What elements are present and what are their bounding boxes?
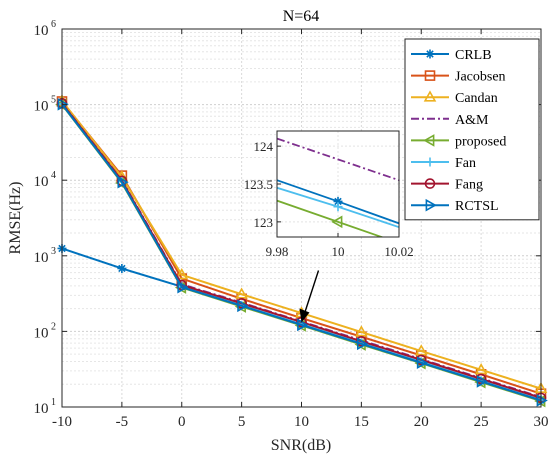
inset-x-tick-label: 10: [332, 244, 345, 259]
legend-marker: [424, 70, 436, 81]
data-point: [356, 335, 367, 347]
legend-entry: A&M: [411, 113, 489, 128]
legend-entry: proposed: [411, 134, 506, 149]
legend-entry: Jacobsen: [411, 70, 506, 85]
legend-marker: [423, 90, 437, 102]
x-tick-label: 30: [534, 414, 549, 430]
y-tick-exponent: 5: [51, 95, 56, 106]
data-point: [474, 363, 488, 375]
inset-x-tick-label: 9.98: [266, 244, 289, 259]
inset-data-point: [333, 196, 343, 206]
y-tick-label: 10: [34, 99, 49, 115]
x-tick-label: 20: [414, 414, 429, 430]
legend-entry: Candan: [411, 90, 498, 106]
series-rctsl: [57, 97, 548, 407]
inset-series-line: [277, 137, 399, 182]
y-tick-label: 10: [34, 174, 49, 190]
legend-marker: [425, 49, 435, 59]
y-tick-exponent: 4: [51, 170, 56, 181]
y-tick-label: 10: [34, 401, 49, 417]
data-point: [297, 318, 309, 332]
legend-marker: [425, 198, 437, 212]
data-point: [476, 375, 488, 388]
series-line: [61, 103, 542, 402]
y-axis-label: RMSE(Hz): [7, 182, 24, 255]
legend-box: [404, 38, 540, 221]
inset-data-point: [333, 202, 343, 212]
arrow-shaft: [303, 270, 320, 314]
inset-x-tick-label: 10.02: [384, 244, 413, 259]
y-tick-label: 10: [34, 250, 49, 266]
legend-label: CRLB: [455, 48, 492, 63]
data-point: [235, 287, 248, 299]
legend-marker: [423, 134, 435, 147]
legend-label: Fang: [455, 178, 483, 193]
y-tick-label: 10: [34, 23, 49, 39]
legend-marker: [425, 157, 435, 167]
y-tick-exponent: 2: [51, 321, 56, 332]
legend-entry: Fan: [411, 156, 476, 171]
inset-y-tick-label: 124: [254, 139, 274, 154]
legend-label: A&M: [455, 113, 489, 128]
legend-label: Fan: [455, 156, 476, 171]
legend-label: Candan: [455, 91, 498, 106]
inset-series-crlb: [277, 179, 399, 225]
x-tick-label: -5: [116, 414, 129, 430]
x-tick-label: -10: [52, 414, 72, 430]
arrow-head: [299, 308, 310, 323]
data-point: [415, 354, 427, 366]
data-point: [356, 337, 369, 351]
legend-label: Jacobsen: [455, 70, 506, 85]
inset-series-line: [277, 199, 385, 237]
data-point: [355, 325, 368, 337]
inset-series-fan: [277, 186, 399, 229]
data-point: [117, 175, 129, 189]
legend-entry: Fang: [411, 178, 483, 193]
data-point: [237, 299, 249, 313]
annotation-arrow: [299, 270, 320, 323]
legend-label: proposed: [455, 134, 506, 149]
data-point: [175, 268, 189, 280]
inset-series-layer: [277, 137, 399, 237]
data-point: [117, 263, 127, 273]
x-tick-label: 5: [238, 414, 246, 430]
inset-series-a-m: [277, 137, 399, 182]
legend: CRLB Jacobsen Candan A&M proposed Fan Fang RCTS…: [404, 38, 540, 221]
inset-data-point: [331, 215, 343, 229]
x-tick-label: 25: [474, 414, 489, 430]
data-point: [177, 280, 189, 294]
chart-title: N=64: [283, 8, 320, 25]
legend-entry: RCTSL: [411, 198, 499, 214]
x-tick-label: 15: [354, 414, 369, 430]
x-tick-label: 10: [294, 414, 309, 430]
y-tick-label: 10: [34, 325, 49, 341]
y-tick-exponent: 3: [51, 246, 56, 257]
inset-series-proposed: [277, 199, 385, 237]
inset-y-tick-label: 123: [254, 215, 274, 230]
inset-zoom-plot: 9.98 10 10.02 123 123.5 124: [244, 130, 414, 259]
legend-marker: [424, 178, 436, 189]
x-tick-label: 0: [178, 414, 186, 430]
inset-y-tick-label: 123.5: [244, 177, 273, 192]
x-axis-label: SNR(dB): [271, 437, 331, 454]
legend-entry: CRLB: [411, 48, 492, 63]
legend-label: RCTSL: [455, 199, 499, 214]
data-point: [536, 394, 548, 407]
y-tick-exponent: 6: [51, 19, 56, 30]
y-tick-exponent: 1: [51, 397, 56, 408]
data-point: [416, 356, 429, 370]
data-point: [57, 97, 69, 111]
